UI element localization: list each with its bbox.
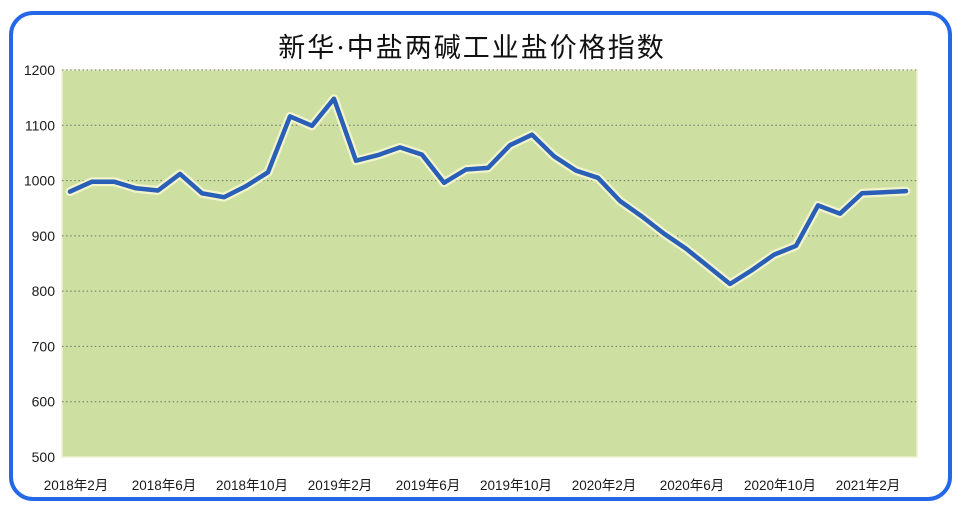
rounded-border-frame bbox=[9, 11, 952, 501]
x-axis-tick-label: 2020年2月 bbox=[572, 478, 637, 493]
x-axis-tick-label: 2018年6月 bbox=[132, 478, 197, 493]
x-axis-tick-label: 2020年10月 bbox=[744, 478, 816, 493]
y-axis-tick-label: 800 bbox=[32, 283, 56, 299]
y-axis-tick-label: 600 bbox=[32, 394, 56, 410]
price-line bbox=[67, 96, 909, 287]
x-axis-tick-label: 2019年2月 bbox=[308, 478, 373, 493]
chart-title: 新华·中盐两碱工业盐价格指数 bbox=[278, 33, 666, 64]
x-axis-tick-label: 2018年10月 bbox=[216, 478, 288, 493]
y-axis-tick-label: 1000 bbox=[24, 173, 55, 189]
y-axis-tick-label: 1200 bbox=[24, 62, 55, 78]
x-axis-tick-label: 2019年6月 bbox=[396, 478, 461, 493]
x-axis-tick-label: 2020年6月 bbox=[660, 478, 725, 493]
y-axis-tick-label: 500 bbox=[32, 449, 56, 465]
y-axis-tick-label: 1100 bbox=[25, 117, 55, 133]
x-axis-tick-label: 2019年10月 bbox=[480, 478, 552, 493]
y-axis-tick-label: 700 bbox=[32, 338, 56, 354]
y-axis-tick-label: 900 bbox=[32, 228, 56, 244]
plot-background bbox=[61, 69, 918, 458]
x-axis-tick-label: 2018年2月 bbox=[44, 478, 109, 493]
x-axis-tick-label: 2021年2月 bbox=[836, 478, 901, 493]
